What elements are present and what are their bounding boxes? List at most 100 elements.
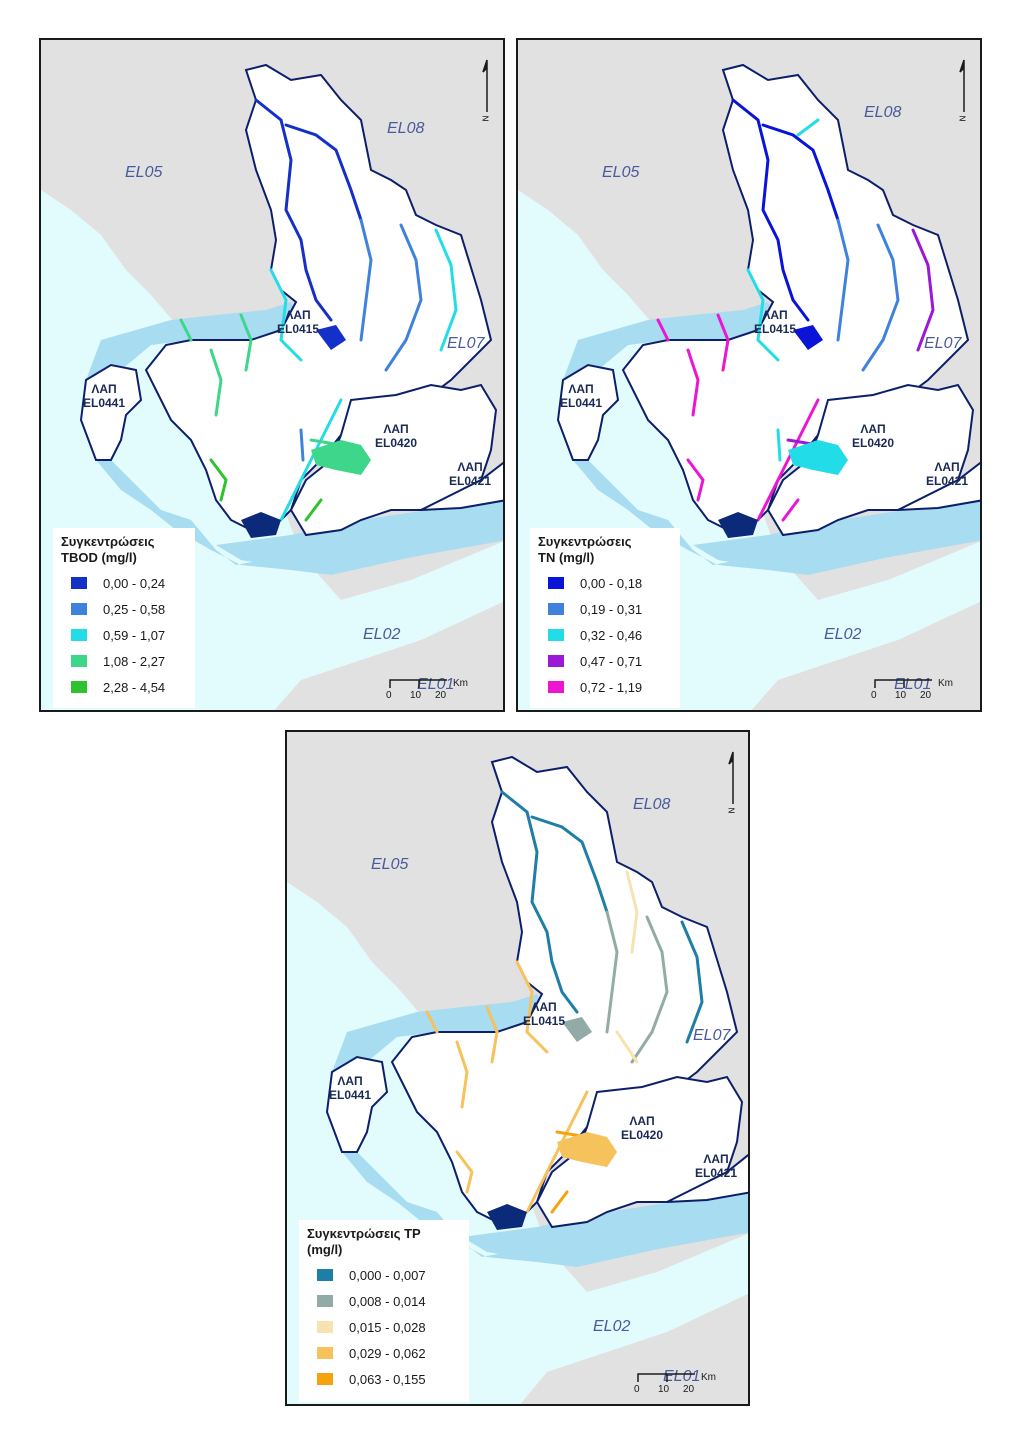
lake-shape bbox=[311, 440, 371, 475]
river-segment bbox=[239, 313, 253, 372]
lap-prefix: ΛΑΠ bbox=[568, 382, 594, 396]
river-segment bbox=[485, 1005, 499, 1064]
basin-el0441 bbox=[79, 363, 143, 461]
gulf-lower bbox=[216, 495, 503, 570]
legend-items: 0,000 - 0,007 0,008 - 0,014 0,015 - 0,028 0… bbox=[307, 1262, 461, 1392]
region-label-el02: EL02 bbox=[363, 626, 401, 643]
lap-prefix: ΛΑΠ bbox=[860, 422, 886, 436]
river-segment bbox=[761, 123, 840, 222]
lake-shape bbox=[562, 1017, 592, 1042]
lake-shape bbox=[316, 325, 346, 350]
lap-code: EL0441 bbox=[329, 1088, 372, 1102]
lake-shape bbox=[487, 1204, 527, 1230]
map-panel-tp: EL08 EL05 EL07 EL02 EL01 ΛΑΠ EL0415 ΛΑΠ … bbox=[285, 730, 750, 1406]
north-arrow-icon bbox=[482, 59, 488, 112]
legend-item-label: 0,25 - 0,58 bbox=[103, 601, 166, 617]
scale-bar: Km 0 10 20 bbox=[385, 674, 475, 704]
region-label-el07: EL07 bbox=[924, 335, 962, 352]
gulf-lower bbox=[693, 495, 980, 570]
lake-shape bbox=[718, 512, 758, 538]
river-segment bbox=[455, 1040, 469, 1109]
legend-swatch bbox=[71, 603, 87, 615]
river-segment bbox=[781, 498, 800, 522]
lake-shape bbox=[241, 512, 281, 538]
lap-code: EL0441 bbox=[83, 396, 126, 410]
river-segment bbox=[209, 348, 223, 417]
river-segment bbox=[179, 318, 193, 342]
river-segment bbox=[686, 458, 705, 502]
scale-unit: Km bbox=[453, 678, 468, 689]
legend-title-line2: TBOD (mg/l) bbox=[61, 550, 137, 565]
scale-tick-10: 10 bbox=[410, 690, 422, 701]
lap-label-el0441: ΛΑΠ EL0441 bbox=[83, 382, 125, 410]
lap-label-el0421: ΛΑΠ EL0421 bbox=[695, 1152, 737, 1180]
region-label-el07: EL07 bbox=[447, 335, 485, 352]
river-segment bbox=[515, 960, 549, 1054]
scale-bar: Km 0 10 20 bbox=[633, 1368, 723, 1398]
legend-item: 0,00 - 0,24 bbox=[61, 570, 187, 596]
region-label-el02: EL02 bbox=[824, 626, 862, 643]
legend-item-label: 0,000 - 0,007 bbox=[349, 1267, 426, 1283]
north-label: N bbox=[958, 115, 968, 122]
region-label-el05: EL05 bbox=[602, 164, 640, 181]
scale-tick-0: 0 bbox=[386, 690, 392, 701]
gulf-lower bbox=[462, 1187, 748, 1262]
region-label-el08: EL08 bbox=[864, 104, 902, 121]
legend-swatch bbox=[71, 655, 87, 667]
map-panel-tn: EL08 EL05 EL07 EL02 EL01 ΛΑΠ EL0415 ΛΑΠ … bbox=[516, 38, 982, 712]
lap-code: EL0415 bbox=[523, 1014, 566, 1028]
river-segment bbox=[716, 313, 730, 372]
legend-item: 0,19 - 0,31 bbox=[538, 596, 672, 622]
lap-prefix: ΛΑΠ bbox=[457, 460, 483, 474]
river-segment bbox=[359, 218, 373, 342]
region-label-el08: EL08 bbox=[387, 120, 425, 137]
legend-item: 0,25 - 0,58 bbox=[61, 596, 187, 622]
north-arrow: N bbox=[481, 58, 493, 128]
legend-swatch bbox=[71, 681, 87, 693]
legend-item: 2,28 - 4,54 bbox=[61, 674, 187, 700]
lap-label-el0421: ΛΑΠ EL0421 bbox=[926, 460, 968, 488]
scale-bar-graphic bbox=[637, 1373, 695, 1382]
lap-prefix: ΛΑΠ bbox=[337, 1074, 363, 1088]
basin-el0421 bbox=[420, 461, 503, 511]
lap-prefix: ΛΑΠ bbox=[629, 1114, 655, 1128]
legend-item-label: 0,008 - 0,014 bbox=[349, 1293, 426, 1309]
legend-item-label: 0,47 - 0,71 bbox=[580, 653, 643, 669]
legend-item-label: 1,08 - 2,27 bbox=[103, 653, 166, 669]
lake-shape bbox=[788, 440, 848, 475]
legend-item-label: 0,015 - 0,028 bbox=[349, 1319, 426, 1335]
lap-code: EL0421 bbox=[926, 474, 969, 488]
legend-item-label: 0,59 - 1,07 bbox=[103, 627, 166, 643]
legend-tbod: Συγκεντρώσεις TBOD (mg/l) 0,00 - 0,24 0,2… bbox=[53, 528, 195, 708]
lap-label-el0415: ΛΑΠ EL0415 bbox=[523, 1000, 565, 1028]
river-segment bbox=[209, 458, 228, 502]
lap-label-el0415: ΛΑΠ EL0415 bbox=[277, 308, 319, 336]
river-segment bbox=[680, 920, 704, 1044]
legend-swatch bbox=[317, 1373, 333, 1385]
river-segment bbox=[284, 123, 363, 222]
north-arrow: N bbox=[958, 58, 970, 128]
lap-prefix: ΛΑΠ bbox=[762, 308, 788, 322]
legend-item: 0,32 - 0,46 bbox=[538, 622, 672, 648]
river-segment bbox=[269, 268, 303, 362]
river-segment bbox=[530, 815, 609, 914]
lap-code: EL0415 bbox=[277, 322, 320, 336]
legend-item-label: 0,72 - 1,19 bbox=[580, 679, 643, 695]
river-segment bbox=[746, 268, 780, 362]
legend-item-label: 2,28 - 4,54 bbox=[103, 679, 166, 695]
river-segment bbox=[299, 428, 305, 462]
basin-el0415 bbox=[621, 63, 970, 532]
legend-item-label: 0,063 - 0,155 bbox=[349, 1371, 426, 1387]
lake-shape bbox=[557, 1132, 617, 1167]
legend-item-label: 0,19 - 0,31 bbox=[580, 601, 643, 617]
river-segment bbox=[776, 428, 782, 462]
river-segment bbox=[686, 348, 700, 417]
lap-label-el0441: ΛΑΠ EL0441 bbox=[560, 382, 602, 410]
region-label-el08: EL08 bbox=[633, 796, 671, 813]
legend-item: 0,00 - 0,18 bbox=[538, 570, 672, 596]
scale-unit: Km bbox=[938, 678, 953, 689]
lap-code: EL0421 bbox=[449, 474, 492, 488]
river-segment bbox=[254, 98, 333, 322]
legend-item: 0,47 - 0,71 bbox=[538, 648, 672, 674]
river-segment bbox=[384, 223, 423, 372]
